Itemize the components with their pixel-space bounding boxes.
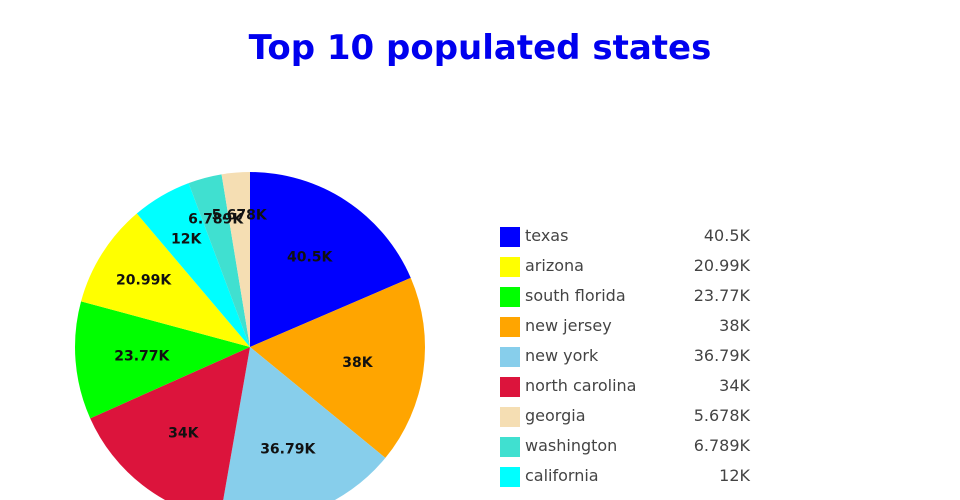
legend-label: washington bbox=[525, 436, 618, 455]
pie-slice-georgia bbox=[221, 172, 250, 347]
legend-swatch bbox=[500, 257, 520, 277]
legend-value: 36.79K bbox=[693, 346, 750, 365]
legend-value: 34K bbox=[719, 376, 750, 395]
slice-label-texas: 40.5K bbox=[287, 249, 334, 265]
slice-label-washington: 6.789K bbox=[188, 211, 244, 227]
legend-swatch bbox=[500, 227, 520, 247]
legend-label: new york bbox=[525, 346, 599, 365]
legend-value: 40.5K bbox=[703, 226, 750, 245]
legend-swatch bbox=[500, 437, 520, 457]
slice-label-south-florida: 23.77K bbox=[114, 348, 170, 364]
legend-label: north carolina bbox=[525, 376, 637, 395]
legend-value: 23.77K bbox=[693, 286, 750, 305]
legend-swatch bbox=[500, 467, 520, 487]
slice-label-georgia: 5.678K bbox=[212, 207, 268, 223]
legend-item-new-york[interactable]: new york 36.79K bbox=[500, 342, 760, 372]
slice-label-arizona: 20.99K bbox=[116, 272, 172, 288]
legend: texas 40.5K arizona 20.99K south florida 23.7… bbox=[500, 222, 760, 492]
legend-value: 5.678K bbox=[693, 406, 750, 425]
legend-item-south-florida[interactable]: south florida 23.77K bbox=[500, 282, 760, 312]
chart-title: Top 10 populated states bbox=[248, 28, 712, 68]
legend-item-arizona[interactable]: arizona 20.99K bbox=[500, 252, 760, 282]
legend-item-new-jersey[interactable]: new jersey 38K bbox=[500, 312, 760, 342]
slice-label-california: 12K bbox=[171, 231, 202, 247]
legend-label: georgia bbox=[525, 406, 586, 425]
legend-value: 20.99K bbox=[693, 256, 750, 275]
slice-label-new-york: 36.79K bbox=[260, 442, 316, 458]
legend-swatch bbox=[500, 317, 520, 337]
pie-slice-new-jersey bbox=[250, 277, 425, 458]
slice-label-north-carolina: 34K bbox=[168, 426, 199, 442]
pie-slice-arizona bbox=[81, 213, 250, 347]
pie-slice-new-york bbox=[223, 347, 386, 500]
pie-slice-texas bbox=[250, 172, 411, 347]
pie-slice-california bbox=[136, 183, 250, 347]
legend-label: texas bbox=[525, 226, 569, 245]
legend-label: arizona bbox=[525, 256, 584, 275]
legend-value: 38K bbox=[719, 316, 750, 335]
pie-slice-washington bbox=[188, 174, 250, 347]
pie-slice-south-florida bbox=[75, 301, 250, 419]
legend-label: new jersey bbox=[525, 316, 612, 335]
legend-label: south florida bbox=[525, 286, 626, 305]
legend-value: 12K bbox=[719, 466, 750, 485]
legend-label: california bbox=[525, 466, 599, 485]
legend-item-texas[interactable]: texas 40.5K bbox=[500, 222, 760, 252]
legend-swatch bbox=[500, 377, 520, 397]
pie-slice-north-carolina bbox=[90, 347, 250, 500]
legend-item-california[interactable]: california 12K bbox=[500, 462, 760, 492]
legend-value: 6.789K bbox=[693, 436, 750, 455]
legend-item-georgia[interactable]: georgia 5.678K bbox=[500, 402, 760, 432]
legend-item-north-carolina[interactable]: north carolina 34K bbox=[500, 372, 760, 402]
legend-swatch bbox=[500, 287, 520, 307]
legend-item-washington[interactable]: washington 6.789K bbox=[500, 432, 760, 462]
legend-swatch bbox=[500, 347, 520, 367]
slice-label-new-jersey: 38K bbox=[342, 355, 373, 371]
legend-swatch bbox=[500, 407, 520, 427]
